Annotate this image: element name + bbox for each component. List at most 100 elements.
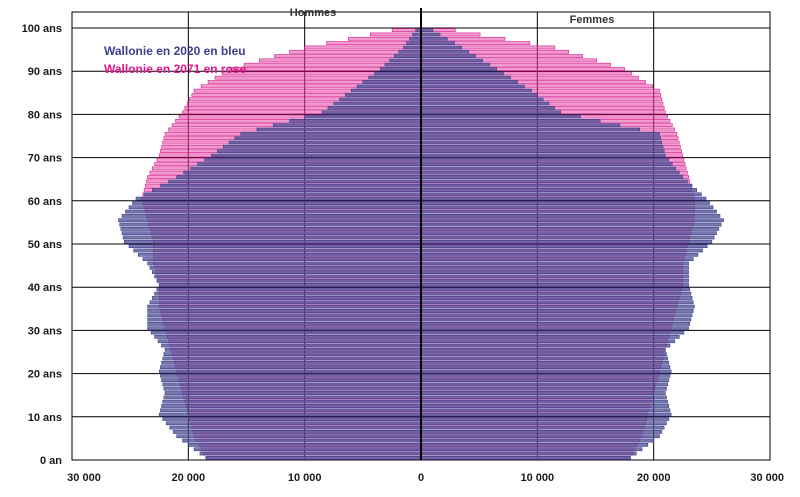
bar-women-age-39 (420, 287, 691, 292)
bar-women-age-80 (420, 110, 561, 115)
bar-men-age-27 (157, 339, 422, 344)
women-side-label: Femmes (570, 14, 615, 26)
bar-men-age-38 (154, 291, 422, 296)
bar-women-age-81 (420, 106, 556, 110)
bar-women-age-71 (420, 149, 665, 153)
bar-women-age-32 (420, 317, 692, 322)
age-tick-label: 10 ans (28, 412, 62, 424)
bar-women-age-23 (420, 356, 668, 361)
bar-men-age-36 (149, 300, 422, 305)
bar-women-age-83 (420, 97, 544, 102)
bar-men-age-62 (151, 188, 422, 192)
bar-women-age-9 (420, 417, 670, 421)
bar-women-age-91 (420, 62, 490, 67)
bar-men-age-69 (204, 157, 422, 162)
bar-women-age-67 (420, 166, 677, 171)
bar-men-age-29 (150, 330, 422, 335)
bar-women-age-89 (420, 71, 504, 76)
bar-men-age-0 (205, 455, 422, 460)
bar-women-age-16 (420, 386, 667, 391)
bar-men-age-75 (240, 131, 422, 136)
bar-men-age-63 (160, 183, 422, 188)
bar-men-age-59 (132, 201, 422, 205)
bar-men-age-48 (133, 248, 422, 253)
age-tick-label: 80 ans (28, 109, 62, 121)
bar-women-age-84 (420, 93, 538, 97)
bar-women-age-57 (420, 209, 717, 214)
age-tick-label: 50 ans (28, 239, 62, 251)
bar-men-age-26 (161, 343, 422, 348)
bar-men-age-31 (147, 322, 422, 326)
bar-men-age-73 (228, 140, 422, 145)
bar-men-age-32 (147, 317, 422, 322)
bar-men-age-58 (128, 205, 422, 210)
bar-women-age-59 (420, 201, 710, 205)
bar-men-age-54 (119, 222, 422, 227)
bar-women-age-69 (420, 157, 670, 162)
bar-men-age-43 (151, 270, 422, 274)
bar-men-age-17 (162, 382, 422, 387)
age-tick-label: 100 ans (22, 23, 62, 35)
bar-women-age-76 (420, 127, 641, 132)
bar-women-age-97 (420, 36, 448, 41)
bar-women-age-18 (420, 378, 670, 382)
bar-women-age-95 (420, 45, 463, 50)
bar-men-age-53 (120, 227, 422, 231)
bar-women-age-65 (420, 175, 684, 179)
bar-women-age-6 (420, 430, 663, 434)
bar-women-age-3 (420, 443, 649, 447)
bar-men-age-67 (190, 166, 422, 171)
bar-men-age-37 (151, 296, 422, 300)
age-tick-label: 90 ans (28, 66, 62, 78)
bar-men-age-6 (172, 430, 422, 434)
bar-men-age-57 (125, 209, 422, 214)
bar-women-age-75 (420, 131, 660, 136)
bar-women-age-31 (420, 322, 691, 326)
age-tick-label: 30 ans (28, 325, 62, 337)
bar-women-age-92 (420, 58, 483, 63)
bar-women-age-20 (420, 369, 672, 374)
bar-men-age-98 (412, 32, 422, 37)
bar-men-age-46 (142, 257, 422, 261)
bar-women-age-82 (420, 101, 550, 106)
bar-men-age-71 (217, 149, 422, 153)
bar-men-age-94 (398, 49, 422, 54)
bar-women-age-7 (420, 425, 665, 430)
bar-women-age-22 (420, 360, 670, 365)
bar-men-age-89 (374, 71, 422, 76)
bar-women-age-98 (420, 32, 441, 37)
age-tick-label: 40 ans (28, 282, 62, 294)
bar-women-age-62 (420, 188, 698, 192)
bar-men-age-4 (182, 438, 422, 443)
bar-men-age-52 (121, 231, 422, 236)
bar-women-age-44 (420, 265, 689, 270)
bar-men-age-83 (339, 97, 422, 102)
age-tick-label: 0 an (40, 455, 62, 467)
bar-men-age-77 (272, 123, 422, 128)
age-tick-label: 70 ans (28, 153, 62, 165)
bar-women-age-90 (420, 67, 497, 71)
bar-men-age-61 (143, 192, 422, 197)
bar-men-age-28 (154, 335, 422, 339)
bar-women-age-78 (420, 119, 601, 123)
bar-women-age-35 (420, 304, 695, 309)
bar-women-age-28 (420, 335, 680, 339)
bar-men-age-84 (345, 93, 422, 97)
bar-men-age-82 (333, 101, 422, 106)
bar-women-age-58 (420, 205, 714, 210)
bar-women-age-29 (420, 330, 685, 335)
bar-women-age-52 (420, 231, 717, 236)
bar-women-age-68 (420, 162, 673, 166)
bar-women-age-73 (420, 140, 663, 145)
bar-men-age-42 (154, 274, 422, 279)
bar-men-age-23 (162, 356, 422, 361)
bar-men-age-8 (165, 421, 422, 426)
bar-men-age-95 (403, 45, 422, 50)
bar-men-age-24 (163, 352, 422, 357)
bar-men-age-18 (161, 378, 422, 382)
age-tick-labels: 0 an 10 ans 20 ans 30 ans 40 ans 50 ans 60 ans… (22, 23, 63, 467)
bar-women-age-87 (420, 80, 518, 84)
bar-women-age-17 (420, 382, 668, 387)
bar-men-age-30 (147, 326, 422, 331)
x-tick-label: 0 (418, 472, 424, 484)
